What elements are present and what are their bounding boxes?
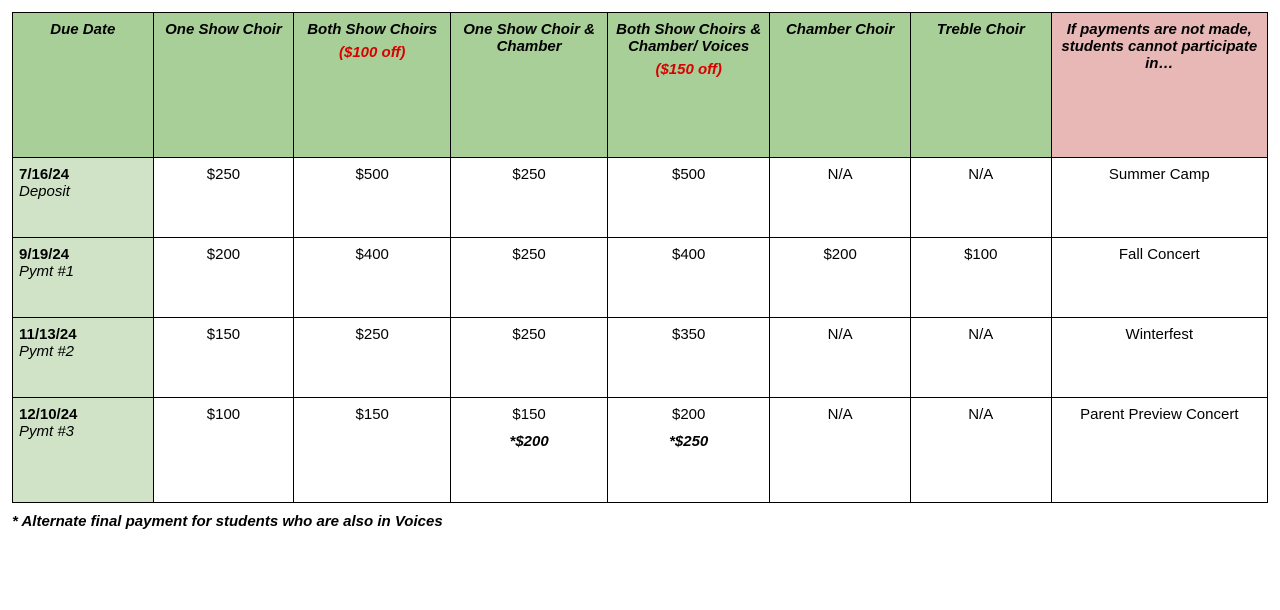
cell-value: $250 [512,246,545,263]
column-header-title: Both Show Choirs & Chamber/ Voices [614,21,763,55]
table-cell: $150 [294,398,451,503]
cell-value: $150 [512,406,545,423]
cell-value: $400 [672,246,705,263]
table-cell: $150 [153,318,294,398]
cell-value: $250 [512,326,545,343]
table-cell: $200 [770,238,911,318]
table-cell: N/A [770,158,911,238]
cell-value: $200 [207,246,240,263]
column-header: Due Date [13,13,154,158]
table-cell: N/A [910,318,1051,398]
table-body: 7/16/24Deposit $250 $500 $250 $500 N/A N/A Summ… [13,158,1268,503]
column-header-title: Chamber Choir [776,21,904,38]
due-date-label: Deposit [19,183,147,200]
due-date: 11/13/24 [19,326,77,343]
cell-value: Winterfest [1126,326,1194,343]
cell-value: $350 [672,326,705,343]
table-cell: $200 [153,238,294,318]
due-date-label: Pymt #1 [19,263,147,280]
table-cell: $100 [910,238,1051,318]
column-header: Treble Choir [910,13,1051,158]
cell-value: $400 [356,246,389,263]
due-date: 12/10/24 [19,406,77,423]
table-cell: Parent Preview Concert [1051,398,1267,503]
column-header-title: Both Show Choirs [300,21,444,38]
due-date-cell: 9/19/24Pymt #1 [13,238,154,318]
table-cell: $500 [608,158,770,238]
cell-value: Parent Preview Concert [1080,406,1238,423]
column-header: One Show Choir & Chamber [451,13,608,158]
payment-schedule-table: Due Date One Show Choir Both Show Choirs ($… [12,12,1268,503]
due-date: 9/19/24 [19,246,69,263]
table-row: 7/16/24Deposit $250 $500 $250 $500 N/A N/A Summ… [13,158,1268,238]
table-row: 12/10/24Pymt #3 $100 $150 $150 *$200 $200 *$25… [13,398,1268,503]
cell-value: N/A [968,406,993,423]
cell-value: $250 [356,326,389,343]
table-cell: $150 *$200 [451,398,608,503]
column-header-title: Treble Choir [917,21,1045,38]
cell-value: $200 [823,246,856,263]
table-cell: Winterfest [1051,318,1267,398]
cell-value: Summer Camp [1109,166,1210,183]
table-cell: $200 *$250 [608,398,770,503]
table-cell: N/A [910,398,1051,503]
due-date-label: Pymt #3 [19,423,147,440]
column-header: One Show Choir [153,13,294,158]
table-row: 11/13/24Pymt #2 $150 $250 $250 $350 N/A N/A Win… [13,318,1268,398]
table-cell: N/A [910,158,1051,238]
table-cell: $400 [608,238,770,318]
column-header: Chamber Choir [770,13,911,158]
cell-value: $150 [207,326,240,343]
column-header-title: Due Date [19,21,147,38]
table-cell: $100 [153,398,294,503]
cell-value: $500 [672,166,705,183]
column-header: Both Show Choirs & Chamber/ Voices ($150 … [608,13,770,158]
table-row: 9/19/24Pymt #1 $200 $400 $250 $400 $200 $100 Fa… [13,238,1268,318]
table-cell: N/A [770,318,911,398]
due-date-cell: 12/10/24Pymt #3 [13,398,154,503]
cell-alt-value: *$200 [457,433,601,450]
table-cell: Fall Concert [1051,238,1267,318]
table-cell: $250 [451,158,608,238]
cell-value: $100 [207,406,240,423]
cell-value: $250 [207,166,240,183]
due-date-label: Pymt #2 [19,343,147,360]
cell-value: $150 [356,406,389,423]
cell-value: N/A [968,326,993,343]
cell-value: N/A [828,326,853,343]
column-header-discount: ($150 off) [614,61,763,78]
table-cell: Summer Camp [1051,158,1267,238]
column-header: Both Show Choirs ($100 off) [294,13,451,158]
cell-value: N/A [828,166,853,183]
footnote-text: * Alternate final payment for students w… [12,513,1268,530]
table-cell: $500 [294,158,451,238]
cell-value: Fall Concert [1119,246,1200,263]
table-cell: $250 [451,318,608,398]
cell-value: $200 [672,406,705,423]
column-header: If payments are not made, students canno… [1051,13,1267,158]
table-cell: N/A [770,398,911,503]
due-date: 7/16/24 [19,166,69,183]
column-header-title: One Show Choir [160,21,288,38]
table-header-row: Due Date One Show Choir Both Show Choirs ($… [13,13,1268,158]
cell-value: $100 [964,246,997,263]
column-header-title: One Show Choir & Chamber [457,21,601,55]
column-header-discount: ($100 off) [300,44,444,61]
cell-value: $500 [356,166,389,183]
table-cell: $350 [608,318,770,398]
cell-value: N/A [828,406,853,423]
due-date-cell: 7/16/24Deposit [13,158,154,238]
column-header-title: If payments are not made, students canno… [1058,21,1261,72]
cell-value: $250 [512,166,545,183]
table-cell: $250 [294,318,451,398]
table-cell: $400 [294,238,451,318]
cell-alt-value: *$250 [614,433,763,450]
cell-value: N/A [968,166,993,183]
table-cell: $250 [451,238,608,318]
table-cell: $250 [153,158,294,238]
due-date-cell: 11/13/24Pymt #2 [13,318,154,398]
